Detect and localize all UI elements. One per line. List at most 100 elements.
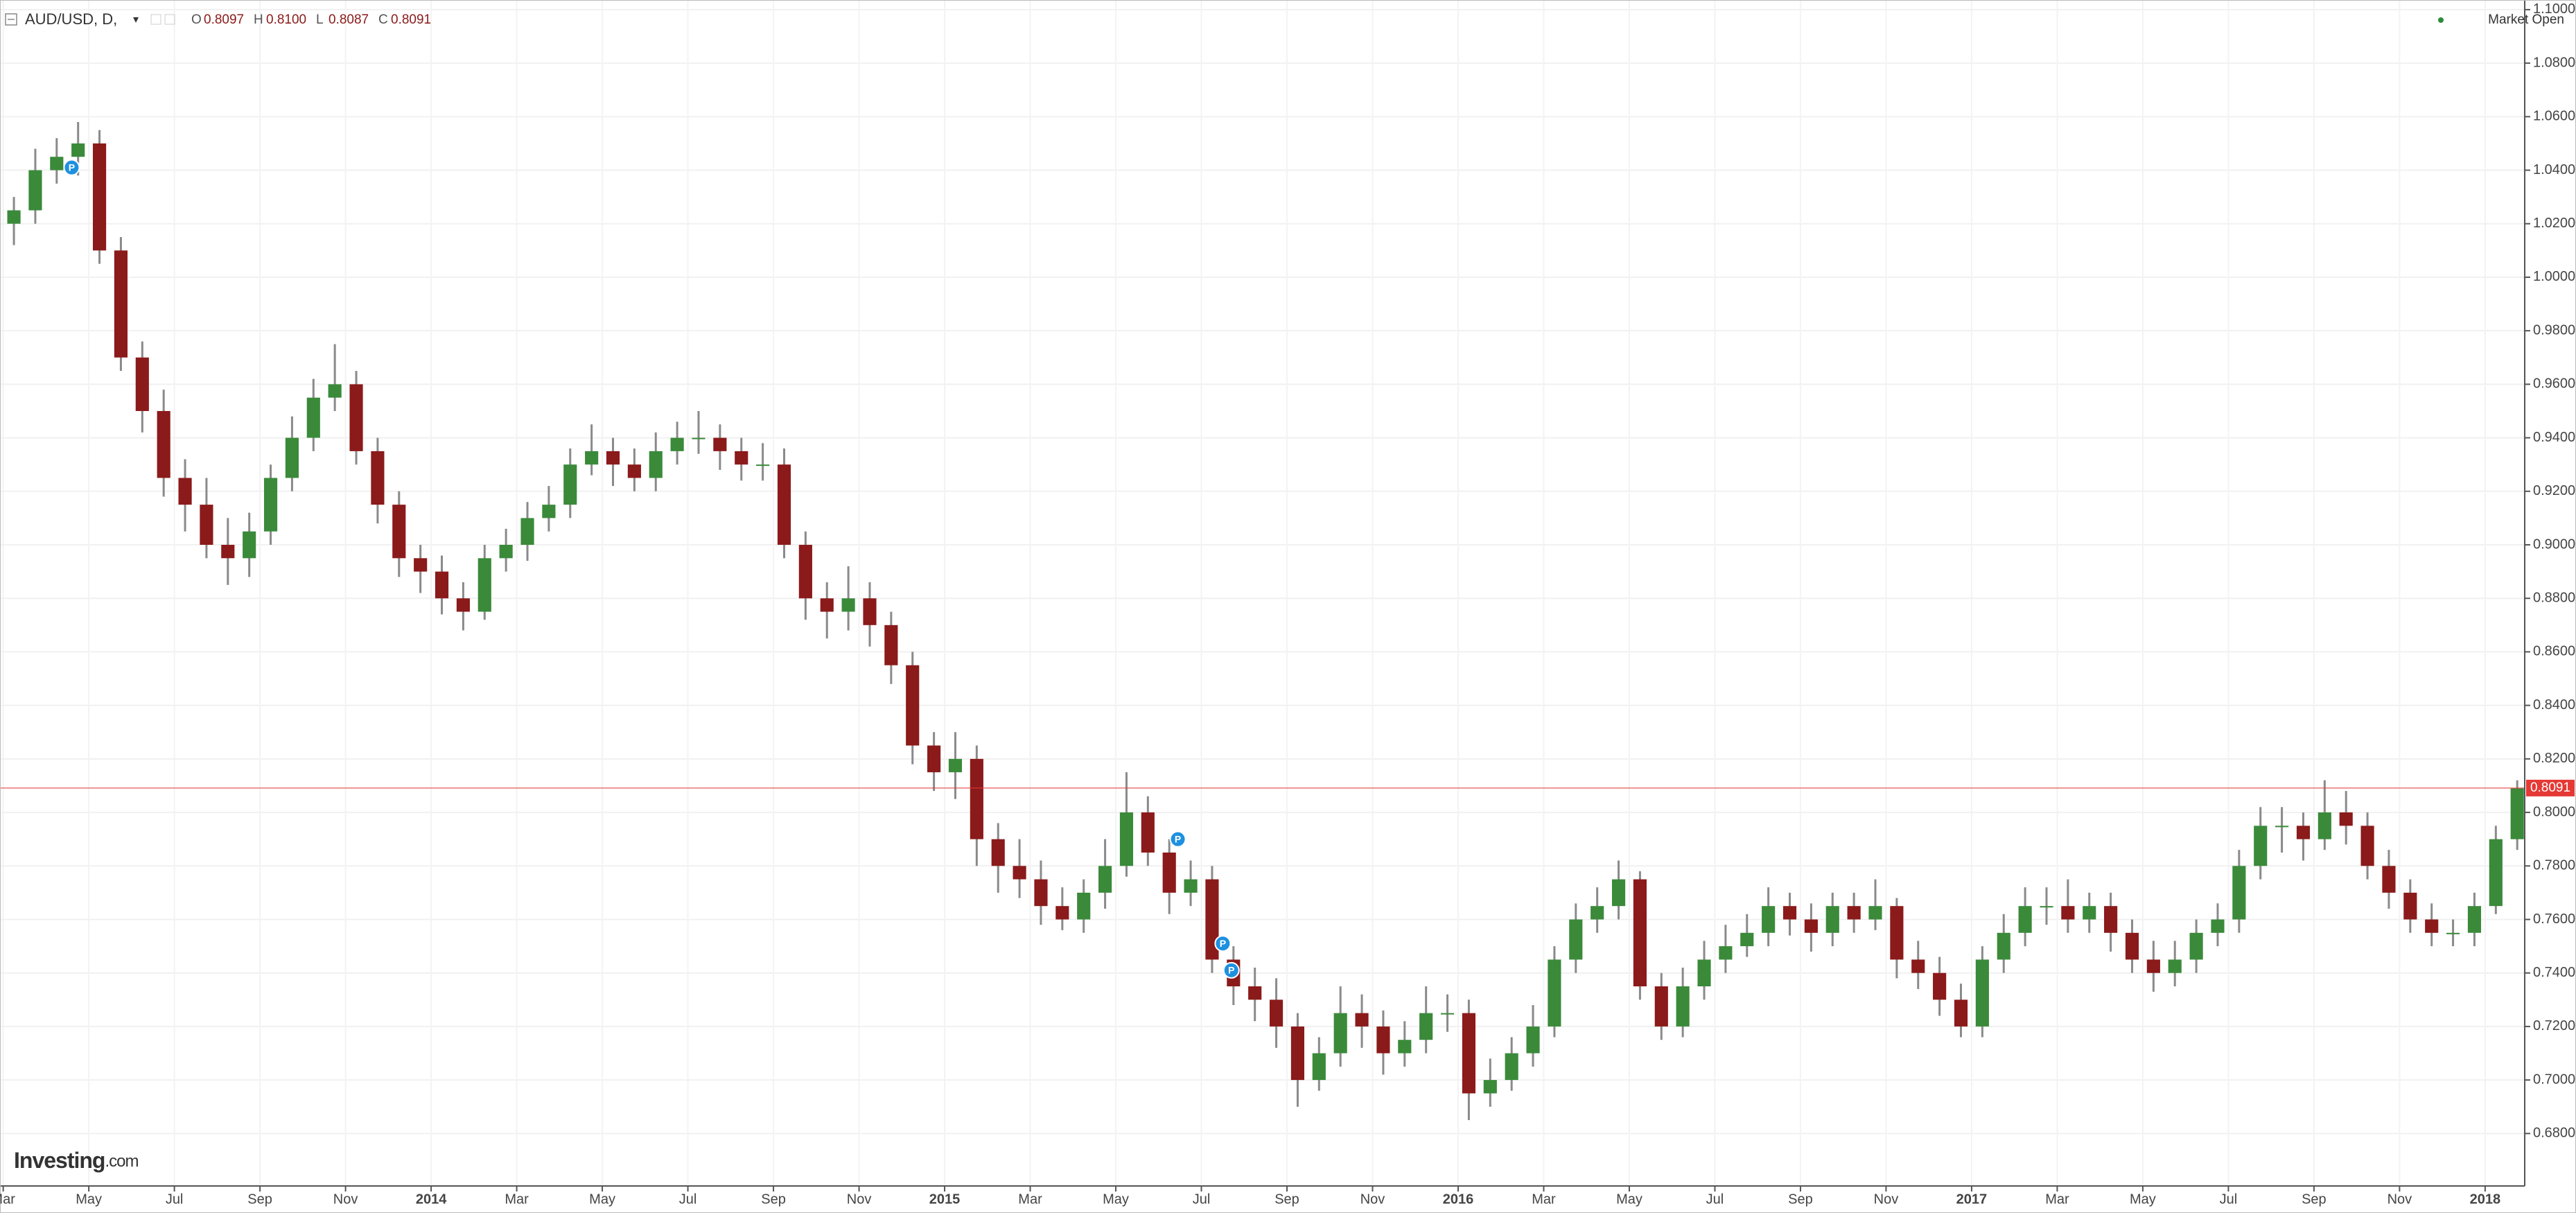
x-tick-label: 2017 [1956, 1192, 1988, 1207]
market-status: Market Open [2488, 12, 2564, 27]
candle-body [1269, 1000, 1283, 1027]
symbol: AUD/USD, D, [25, 10, 117, 28]
event-marker-label: P [1228, 965, 1234, 976]
logo-brand: Investing [14, 1148, 105, 1173]
candle-body [2146, 959, 2160, 973]
candle-body [777, 464, 791, 546]
candle-body [1676, 986, 1690, 1027]
candle-body [991, 839, 1005, 866]
y-tick-label: 0.8200 [2533, 751, 2575, 766]
candle-body [1333, 1013, 1347, 1054]
candle-body [2168, 959, 2182, 973]
collapse-button[interactable] [5, 13, 17, 26]
y-tick-label: 0.8000 [2533, 804, 2575, 819]
x-tick-label: Sep [1788, 1192, 1813, 1207]
candle-body [157, 410, 170, 478]
y-tick-label: 1.0400 [2533, 162, 2575, 177]
y-tick-label: 0.9600 [2533, 376, 2575, 392]
event-marker [1223, 961, 1240, 979]
event-marker [1214, 935, 1232, 952]
x-tick-label: May [1616, 1192, 1642, 1207]
x-tick-label: 2018 [2470, 1192, 2501, 1207]
y-tick-label: 0.7400 [2533, 965, 2575, 980]
y-tick-label: 1.0800 [2533, 55, 2575, 70]
candle-body [2510, 788, 2524, 839]
candle-body [735, 451, 748, 465]
dropdown-icon[interactable]: ▾ [133, 14, 139, 26]
ohlc-key: C [378, 12, 388, 27]
candle-body [2296, 826, 2311, 839]
candle-body [2489, 839, 2503, 907]
candle-body [2061, 906, 2075, 920]
header: AUD/USD, D, ▾ O 0.8097 H 0.8100 L 0.8087 C 0.80… [5, 10, 2564, 28]
candle-body [927, 745, 941, 773]
candle-body [756, 464, 770, 466]
x-tick-label: Jul [2220, 1192, 2238, 1207]
candle-body [1205, 879, 1219, 960]
candles: P P P P [0, 122, 2525, 1121]
settings-button[interactable] [150, 14, 161, 25]
logo-suffix: .com [105, 1152, 138, 1171]
candle-body [542, 505, 556, 518]
candle-body [135, 357, 149, 411]
candle-body [1611, 879, 1626, 907]
candle-body [1890, 906, 1904, 960]
y-tick-label: 1.0600 [2533, 109, 2575, 124]
candle-body [1762, 906, 1776, 933]
y-tick-label: 0.6800 [2533, 1126, 2575, 1141]
candle-body [1098, 866, 1112, 893]
candle-body [1162, 852, 1176, 893]
candle-body [563, 464, 577, 505]
close-button[interactable] [164, 14, 175, 25]
x-tick-label: Nov [847, 1192, 872, 1207]
candle-body [692, 437, 706, 439]
candle-body [1355, 1013, 1369, 1027]
candle-body [2040, 906, 2053, 908]
x-tick-label: Jul [679, 1192, 697, 1207]
candle-body [1633, 879, 1647, 987]
x-tick-label: 2014 [416, 1192, 447, 1207]
x-tick-label: 2016 [1443, 1192, 1474, 1207]
candle-body [349, 384, 363, 451]
candle-body [1591, 906, 1604, 920]
x-tick-label: Sep [1274, 1192, 1299, 1207]
candle-body [798, 545, 812, 599]
event-marker [63, 159, 80, 176]
x-tick-label: Mar [2045, 1192, 2069, 1207]
candle-body [392, 505, 406, 559]
candle-body [1569, 919, 1583, 960]
candle-body [1483, 1080, 1497, 1094]
candle-body [7, 210, 21, 224]
y-tick-label: 0.7200 [2533, 1018, 2575, 1033]
candle-body [2254, 826, 2268, 866]
candle-body [1740, 932, 1754, 947]
candle-body [221, 545, 235, 559]
x-tick-label: May [2130, 1192, 2156, 1207]
x-tick-label: Nov [333, 1192, 358, 1207]
ohlc-key: H [254, 12, 263, 27]
candle-body [114, 250, 128, 358]
candle-body [970, 758, 983, 839]
candle-body [1954, 1000, 1968, 1027]
candle-body [606, 451, 620, 465]
candle-body [285, 437, 299, 478]
candle-body [2339, 812, 2353, 826]
y-tick-label: 0.9200 [2533, 483, 2575, 498]
candle-body [1975, 959, 1989, 1027]
logo: Investing.com [14, 1148, 138, 1173]
candle-body [1911, 959, 1925, 973]
candle-body [1825, 906, 1839, 933]
candle-body [1034, 879, 1048, 907]
candle-body [1419, 1013, 1433, 1040]
y-tick-label: 1.0000 [2533, 269, 2575, 284]
candle-body [1184, 879, 1198, 893]
candle-body [1933, 972, 1947, 1000]
x-tick-label: Nov [2387, 1192, 2412, 1207]
candle-body [884, 625, 898, 665]
candle-body [863, 598, 877, 625]
candle-body [627, 464, 641, 478]
candle-body [1290, 1026, 1305, 1081]
candle-body [1548, 959, 1561, 1027]
